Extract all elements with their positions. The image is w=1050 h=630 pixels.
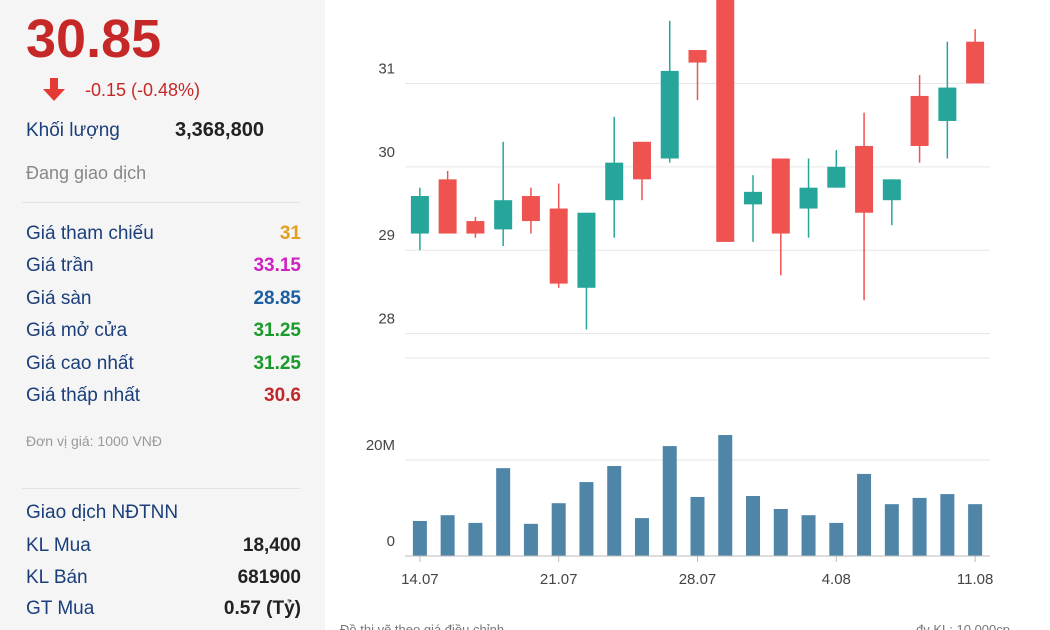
foreign-value: 18,400: [242, 535, 301, 556]
volume-bar: [496, 468, 511, 556]
price-value: 33.15: [253, 255, 301, 276]
price-label: Giá mở cửa: [26, 320, 128, 341]
price-label: Giá sàn: [26, 288, 92, 309]
candle-body: [605, 162, 624, 201]
volume-value: 3,368,800: [175, 119, 264, 141]
footer-note: Đồ thị vẽ theo giá điều chỉnh: [340, 622, 504, 630]
price-label: Giá thấp nhất: [26, 385, 141, 406]
down-arrow: [43, 78, 65, 101]
candle-body: [521, 196, 540, 222]
separator: [22, 202, 300, 203]
candle-body: [466, 221, 485, 234]
x-tick-label: 11.08: [957, 571, 993, 588]
volume-bar: [412, 520, 427, 556]
candle-body: [688, 50, 707, 63]
candle-body: [882, 179, 901, 201]
volume-bar: [551, 503, 566, 556]
candle-body: [716, 0, 735, 242]
candle-body: [771, 158, 790, 234]
candle-body: [438, 179, 457, 234]
volume-bar: [662, 446, 677, 556]
x-tick-label: 21.07: [540, 571, 578, 588]
x-tick-label: 14.07: [401, 571, 439, 588]
candle-body: [910, 95, 929, 146]
volume-bar: [579, 482, 594, 556]
foreign-label: KL Bán: [26, 567, 88, 588]
volume-bar: [857, 473, 872, 556]
foreign-title: Giao dịch NĐTNN: [26, 502, 179, 523]
volume-bar: [940, 494, 955, 556]
separator: [22, 488, 300, 489]
y-tick-label: 30: [378, 144, 395, 161]
volume-bar: [607, 466, 622, 556]
candle-body: [632, 141, 651, 180]
candle-body: [827, 166, 846, 188]
y-tick-label: 28: [378, 311, 395, 328]
volume-bar: [523, 523, 538, 556]
candle-body: [577, 212, 596, 288]
quote-panel: 30.85 -0.15 (-0.48%) Khối lượng 3,368,80…: [0, 0, 325, 630]
candle-body: [494, 200, 513, 230]
trading-status: Đang giao dịch: [26, 163, 147, 183]
foreign-value: 0.57 (Tỷ): [223, 598, 301, 619]
volume-bar: [468, 522, 483, 556]
volume-bar: [690, 496, 705, 556]
footer-unit: đv KL: 10,000cp: [916, 622, 1010, 630]
volume-label: Khối lượng: [26, 120, 120, 141]
unit-note: Đơn vị giá: 1000 VNĐ: [26, 433, 163, 449]
foreign-value: 681900: [237, 567, 301, 588]
candle-body: [799, 187, 818, 209]
foreign-label: GT Mua: [26, 598, 95, 619]
volume-bar: [718, 435, 733, 556]
candle-body: [855, 145, 874, 213]
price-value: 31: [279, 223, 301, 244]
volume-bar: [801, 515, 816, 556]
volume-bar: [773, 508, 788, 556]
x-tick-label: 4.08: [822, 571, 851, 588]
price-value: 31.25: [253, 353, 301, 374]
y-tick-label: 0: [387, 533, 395, 550]
price-label: Giá tham chiếu: [26, 223, 154, 244]
price-label: Giá trần: [26, 255, 94, 276]
volume-bar: [440, 515, 455, 556]
price-value: 31.25: [253, 320, 301, 341]
volume-bar: [829, 522, 844, 556]
y-tick-label: 31: [378, 60, 395, 77]
price-label: Giá cao nhất: [26, 353, 134, 374]
volume-bar: [634, 518, 649, 556]
volume-bar: [912, 497, 927, 556]
volume-bar: [884, 504, 899, 556]
candle-body: [966, 41, 985, 84]
candle-body: [410, 196, 429, 234]
y-tick-label: 20M: [366, 437, 395, 454]
candle-body: [744, 191, 763, 205]
last-price: 30.85: [26, 9, 162, 69]
candle-body: [549, 208, 568, 284]
x-tick-label: 28.07: [679, 571, 717, 588]
candle-body: [938, 87, 957, 121]
price-value: 28.85: [253, 288, 301, 309]
y-tick-label: 29: [378, 227, 395, 244]
candle-body: [660, 70, 679, 159]
foreign-label: KL Mua: [26, 535, 91, 556]
volume-bar: [968, 504, 983, 556]
price-value: 30.6: [264, 385, 301, 406]
price-change: -0.15 (-0.48%): [85, 80, 201, 100]
volume-bar: [746, 496, 761, 556]
